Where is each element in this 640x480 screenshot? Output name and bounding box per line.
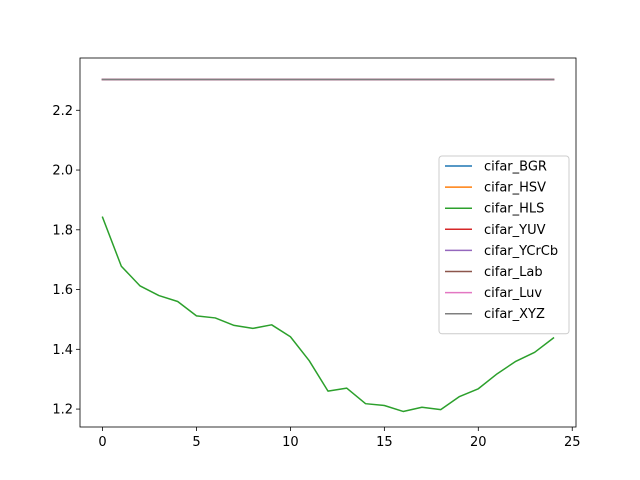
x-tick-label: 5 <box>192 435 200 450</box>
legend-label-cifar-hls: cifar_HLS <box>484 202 544 217</box>
legend-label-cifar-lab: cifar_Lab <box>484 265 543 280</box>
legend-label-cifar-xyz: cifar_XYZ <box>484 307 545 322</box>
x-tick-label: 25 <box>564 435 581 450</box>
legend-label-cifar-bgr: cifar_BGR <box>484 160 547 175</box>
y-tick-label: 1.4 <box>52 343 73 358</box>
legend-label-cifar-ycrcb: cifar_YCrCb <box>484 244 558 259</box>
plot-frame <box>79 57 577 428</box>
legend-label-cifar-yuv: cifar_YUV <box>484 223 546 238</box>
legend-box <box>438 155 570 335</box>
legend: cifar_BGR cifar_HSV cifar_HLS cifar_YUVcifa… <box>438 155 570 335</box>
x-tick-label: 20 <box>470 435 487 450</box>
y-tick-label: 2.2 <box>52 104 73 119</box>
y-tick-label: 2.0 <box>52 164 73 179</box>
plot-series-group <box>101 78 555 413</box>
axes-group: 0 5 10 15 20 25 1.2 1.4 1.6 1.8 2.0 2.2 <box>52 57 581 450</box>
x-tick-label: 15 <box>376 435 393 450</box>
series-line-cifar-hls <box>101 216 555 413</box>
x-tick-label: 0 <box>98 435 106 450</box>
y-tick-label: 1.6 <box>52 283 73 298</box>
y-tick-label: 1.8 <box>52 223 73 238</box>
legend-label-cifar-luv: cifar_Luv <box>484 286 542 301</box>
x-tick-label: 10 <box>282 435 299 450</box>
legend-label-cifar-hsv: cifar_HSV <box>484 181 546 196</box>
y-tick-label: 1.2 <box>52 403 73 418</box>
